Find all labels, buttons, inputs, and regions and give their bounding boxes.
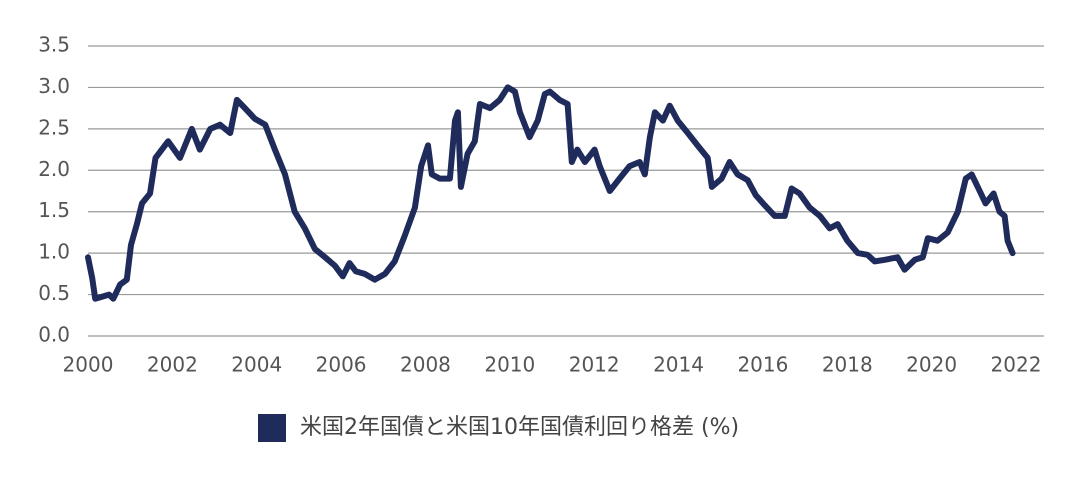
x-tick-label: 2004 (231, 353, 282, 377)
legend-label: 米国2年国債と米国10年国債利回り格差 (%) (300, 415, 739, 440)
x-tick-label: 2020 (906, 353, 957, 377)
y-tick-label: 1.0 (38, 240, 70, 264)
y-tick-label: 2.5 (38, 115, 70, 139)
y-tick-label: 2.0 (38, 157, 70, 181)
x-tick-label: 2010 (484, 353, 535, 377)
y-tick-label: 0.5 (38, 281, 70, 305)
x-tick-label: 2022 (991, 353, 1042, 377)
x-tick-label: 2008 (400, 353, 451, 377)
x-tick-label: 2018 (822, 353, 873, 377)
data-line (85, 84, 1016, 302)
y-tick-label: 1.5 (38, 198, 70, 222)
x-tick-label: 2006 (316, 353, 367, 377)
y-tick-label: 3.5 (38, 33, 70, 57)
legend-swatch (258, 414, 286, 442)
x-tick-label: 2000 (63, 353, 114, 377)
x-tick-label: 2016 (737, 353, 788, 377)
x-tick-label: 2002 (147, 353, 198, 377)
y-tick-label: 0.0 (38, 323, 70, 347)
x-tick-label: 2014 (653, 353, 704, 377)
y-tick-label: 3.0 (38, 74, 70, 98)
x-tick-label: 2012 (569, 353, 620, 377)
